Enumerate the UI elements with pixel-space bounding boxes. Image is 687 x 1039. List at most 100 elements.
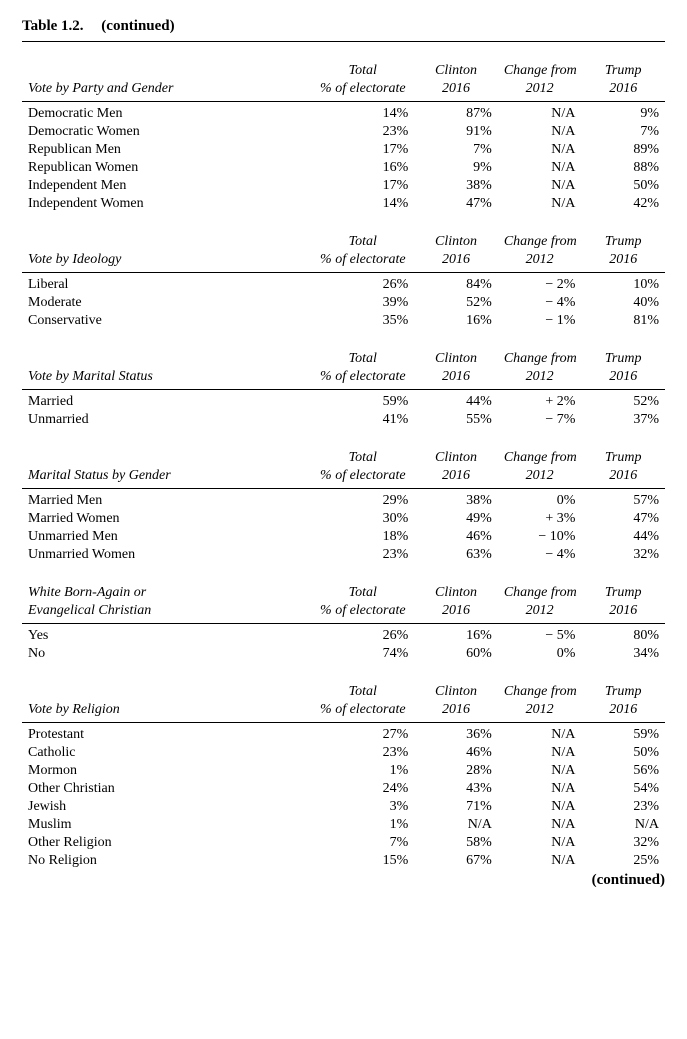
row-label: Jewish bbox=[22, 798, 311, 816]
cell-clinton: 16% bbox=[414, 624, 498, 646]
cell-trump: 50% bbox=[581, 177, 665, 195]
cell-clinton: 28% bbox=[414, 762, 498, 780]
cell-change: N/A bbox=[498, 798, 582, 816]
table-row: Married Women30%49%3%47% bbox=[22, 510, 665, 528]
header-bottom: 2016 bbox=[581, 251, 665, 273]
cell-clinton: 87% bbox=[414, 102, 498, 124]
cell-total: 7% bbox=[311, 834, 414, 852]
table-row: Protestant27%36%N/A59% bbox=[22, 723, 665, 745]
cell-change: 4% bbox=[498, 546, 582, 564]
row-label: Unmarried Women bbox=[22, 546, 311, 564]
table-row: Republican Women16%9%N/A88% bbox=[22, 159, 665, 177]
cell-trump: 59% bbox=[581, 723, 665, 745]
header-bottom: 2012 bbox=[498, 368, 582, 390]
cell-total: 14% bbox=[311, 195, 414, 213]
cell-trump: 80% bbox=[581, 624, 665, 646]
section-heading-line1 bbox=[22, 54, 311, 80]
cell-total: 27% bbox=[311, 723, 414, 745]
cell-trump: 40% bbox=[581, 294, 665, 312]
cell-clinton: 46% bbox=[414, 528, 498, 546]
row-label: Democratic Women bbox=[22, 123, 311, 141]
row-label: Conservative bbox=[22, 312, 311, 330]
cell-change: 2% bbox=[498, 273, 582, 295]
header-top: Change from bbox=[498, 576, 582, 602]
section-heading: Vote by Marital Status bbox=[22, 368, 311, 390]
cell-total: 18% bbox=[311, 528, 414, 546]
table-row: Democratic Men14%87%N/A9% bbox=[22, 102, 665, 124]
header-bottom: 2012 bbox=[498, 251, 582, 273]
cell-trump: 9% bbox=[581, 102, 665, 124]
cell-total: 15% bbox=[311, 852, 414, 870]
cell-clinton: 16% bbox=[414, 312, 498, 330]
cell-trump: 50% bbox=[581, 744, 665, 762]
header-bottom: 2016 bbox=[414, 467, 498, 489]
page: Table 1.2. (continued) TotalClintonChang… bbox=[0, 0, 687, 911]
cell-change: N/A bbox=[498, 195, 582, 213]
table-sections: TotalClintonChange fromTrumpVote by Part… bbox=[22, 54, 665, 870]
cell-change: 0% bbox=[498, 645, 582, 663]
cell-total: 16% bbox=[311, 159, 414, 177]
header-top: Trump bbox=[581, 441, 665, 467]
cell-change: 10% bbox=[498, 528, 582, 546]
cell-clinton: 38% bbox=[414, 489, 498, 511]
table-row: Independent Women14%47%N/A42% bbox=[22, 195, 665, 213]
cell-trump: 89% bbox=[581, 141, 665, 159]
cell-trump: 57% bbox=[581, 489, 665, 511]
table-row: Unmarried Men18%46%10%44% bbox=[22, 528, 665, 546]
cell-total: 35% bbox=[311, 312, 414, 330]
table-row: Liberal26%84%2%10% bbox=[22, 273, 665, 295]
cell-clinton: 71% bbox=[414, 798, 498, 816]
cell-trump: 37% bbox=[581, 411, 665, 429]
section-table: TotalClintonChange fromTrumpVote by Reli… bbox=[22, 675, 665, 870]
row-label: Other Religion bbox=[22, 834, 311, 852]
table-row: Republican Men17%7%N/A89% bbox=[22, 141, 665, 159]
header-top: Clinton bbox=[414, 441, 498, 467]
table-row: Conservative35%16%1%81% bbox=[22, 312, 665, 330]
cell-trump: 56% bbox=[581, 762, 665, 780]
cell-clinton: 58% bbox=[414, 834, 498, 852]
row-label: Liberal bbox=[22, 273, 311, 295]
header-top: Clinton bbox=[414, 675, 498, 701]
cell-clinton: N/A bbox=[414, 816, 498, 834]
header-bottom: % of electorate bbox=[311, 602, 414, 624]
row-label: Republican Men bbox=[22, 141, 311, 159]
header-top: Clinton bbox=[414, 54, 498, 80]
cell-total: 74% bbox=[311, 645, 414, 663]
cell-total: 26% bbox=[311, 273, 414, 295]
cell-clinton: 52% bbox=[414, 294, 498, 312]
table-row: Moderate39%52%4%40% bbox=[22, 294, 665, 312]
cell-trump: 52% bbox=[581, 390, 665, 412]
cell-change: N/A bbox=[498, 159, 582, 177]
cell-change: 1% bbox=[498, 312, 582, 330]
table-row: Unmarried Women23%63%4%32% bbox=[22, 546, 665, 564]
cell-trump: 10% bbox=[581, 273, 665, 295]
header-bottom: % of electorate bbox=[311, 368, 414, 390]
cell-change: 2% bbox=[498, 390, 582, 412]
cell-total: 41% bbox=[311, 411, 414, 429]
row-label: Yes bbox=[22, 624, 311, 646]
cell-change: 0% bbox=[498, 489, 582, 511]
header-bottom: 2012 bbox=[498, 467, 582, 489]
cell-change: 3% bbox=[498, 510, 582, 528]
cell-change: N/A bbox=[498, 141, 582, 159]
header-bottom: 2016 bbox=[414, 368, 498, 390]
section-heading: Vote by Religion bbox=[22, 701, 311, 723]
cell-change: 4% bbox=[498, 294, 582, 312]
section-heading: Marital Status by Gender bbox=[22, 467, 311, 489]
header-top: Change from bbox=[498, 675, 582, 701]
cell-clinton: 67% bbox=[414, 852, 498, 870]
section-heading-line1 bbox=[22, 342, 311, 368]
header-bottom: 2016 bbox=[581, 368, 665, 390]
continued-top: (continued) bbox=[101, 18, 174, 34]
table-row: Mormon1%28%N/A56% bbox=[22, 762, 665, 780]
cell-trump: 47% bbox=[581, 510, 665, 528]
cell-total: 29% bbox=[311, 489, 414, 511]
section-heading-line1 bbox=[22, 225, 311, 251]
header-bottom: 2016 bbox=[581, 80, 665, 102]
section-heading: Evangelical Christian bbox=[22, 602, 311, 624]
section-heading: Vote by Party and Gender bbox=[22, 80, 311, 102]
section-table: White Born-Again orTotalClintonChange fr… bbox=[22, 576, 665, 663]
cell-clinton: 49% bbox=[414, 510, 498, 528]
table-row: No74%60%0%34% bbox=[22, 645, 665, 663]
table-row: Married59%44%2%52% bbox=[22, 390, 665, 412]
